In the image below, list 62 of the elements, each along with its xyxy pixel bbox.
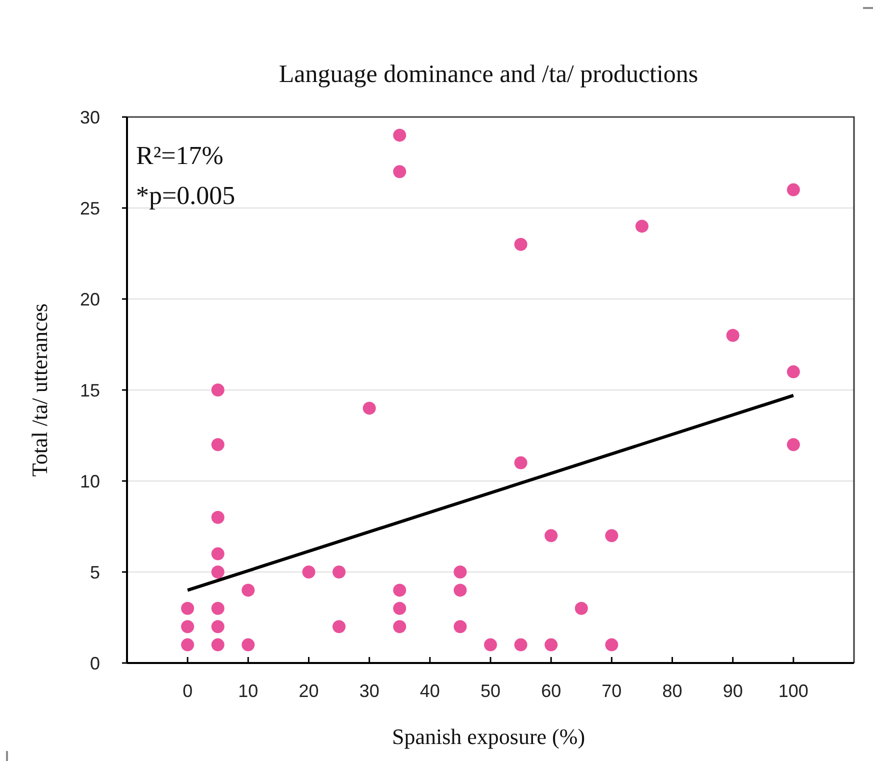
point	[181, 620, 194, 634]
point	[514, 638, 528, 652]
x-tick-label: 40	[420, 681, 440, 701]
point	[574, 602, 588, 615]
point	[362, 402, 376, 415]
x-tick-label: 30	[359, 681, 380, 701]
y-axis-title: Total /ta/ utterances	[27, 303, 52, 477]
point	[211, 510, 224, 524]
y-tick-label: 5	[90, 562, 100, 582]
x-axis-title: Spanish exposure (%)	[392, 724, 586, 749]
point	[393, 602, 406, 615]
point	[211, 620, 224, 634]
x-tick-label: 60	[541, 681, 562, 701]
point	[242, 584, 255, 597]
point	[726, 328, 740, 342]
point	[454, 584, 467, 597]
point	[211, 638, 224, 652]
point	[393, 128, 406, 142]
y-tick-label: 25	[80, 198, 100, 218]
x-tick-label: 0	[182, 681, 193, 701]
point	[242, 638, 255, 652]
y-tick-label: 30	[80, 107, 100, 128]
point	[484, 638, 497, 652]
point	[211, 547, 224, 560]
annotation: R²=17%	[136, 141, 224, 170]
point	[393, 165, 406, 178]
y-tick-label: 15	[80, 380, 100, 400]
point	[332, 566, 346, 578]
point	[181, 638, 194, 652]
y-tick-label: 20	[80, 289, 100, 310]
point	[181, 602, 194, 615]
annotation: *p=0.005	[136, 181, 236, 210]
point	[786, 183, 800, 196]
x-tick-label: 90	[722, 681, 743, 701]
point	[544, 638, 558, 652]
y-tick-label: 10	[80, 471, 100, 492]
point	[454, 566, 467, 578]
y-tick-label: 0	[90, 653, 100, 674]
point	[544, 529, 558, 542]
point	[514, 456, 528, 470]
point	[454, 620, 467, 634]
chart-title: Language dominance and /ta/ productions	[278, 61, 698, 88]
point	[786, 365, 800, 378]
x-tick-label: 80	[662, 681, 682, 701]
point	[393, 584, 406, 597]
point	[393, 620, 406, 634]
point	[605, 638, 618, 652]
x-tick-label: 50	[480, 681, 501, 701]
x-tick-label: 10	[238, 681, 258, 701]
point	[302, 566, 316, 578]
point	[786, 438, 800, 452]
x-tick-label: 20	[298, 681, 319, 701]
x-tick-label: 100	[778, 681, 808, 701]
point	[211, 384, 224, 396]
point	[211, 566, 224, 578]
point	[211, 602, 224, 615]
point	[635, 220, 648, 233]
point	[514, 238, 528, 251]
point	[211, 438, 224, 452]
point	[605, 529, 618, 542]
point	[332, 620, 346, 634]
x-tick-label: 70	[602, 681, 622, 701]
